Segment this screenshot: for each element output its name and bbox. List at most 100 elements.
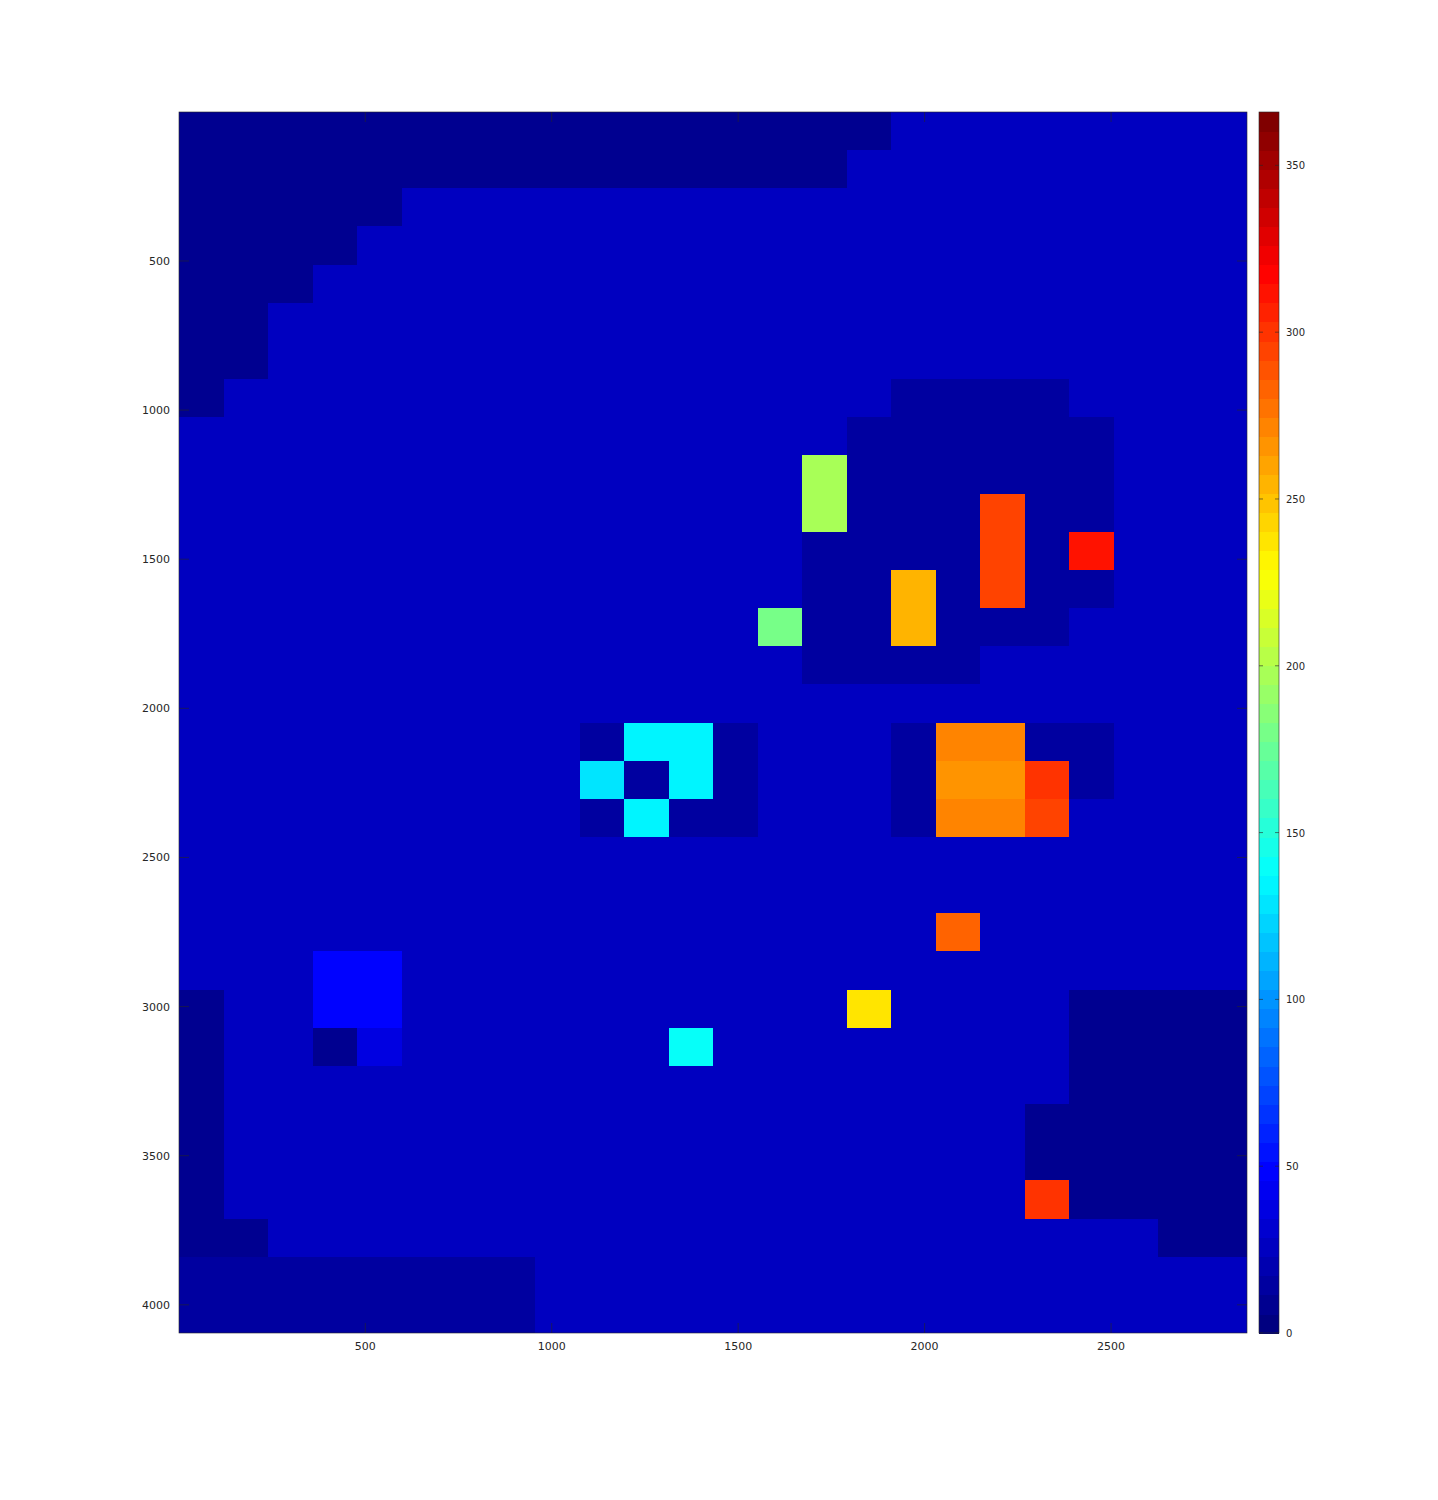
heatmap-cell: [224, 1219, 269, 1258]
heatmap-cell: [847, 1028, 892, 1067]
heatmap-cell: [491, 226, 536, 265]
heatmap-cell: [313, 990, 358, 1029]
heatmap-cell: [179, 837, 224, 876]
heatmap-cell: [491, 1180, 536, 1219]
heatmap-cell: [446, 303, 491, 342]
heatmap-cell: [1114, 990, 1159, 1029]
heatmap-cell: [268, 723, 313, 762]
heatmap-cell: [891, 1219, 936, 1258]
heatmap-cell: [1158, 951, 1203, 990]
heatmap-cell: [491, 494, 536, 533]
heatmap-cell: [491, 837, 536, 876]
colorbar-tick: [1275, 1166, 1279, 1167]
heatmap-cell: [669, 1104, 714, 1143]
heatmap-cell: [936, 1028, 981, 1067]
heatmap-cell: [936, 837, 981, 876]
heatmap-cell: [535, 913, 580, 952]
heatmap-cell: [758, 494, 803, 533]
heatmap-cell: [624, 532, 669, 571]
colorbar-band: [1259, 646, 1279, 666]
heatmap-cell: [1158, 1104, 1203, 1143]
heatmap-cell: [624, 455, 669, 494]
heatmap-cell: [179, 723, 224, 762]
heatmap-cell: [1114, 150, 1159, 189]
heatmap-cell: [713, 1142, 758, 1181]
heatmap-cell: [491, 1257, 536, 1296]
colorbar-band: [1259, 1314, 1279, 1334]
heatmap-cell: [491, 684, 536, 723]
heatmap-cell: [1069, 417, 1114, 456]
colorbar-band: [1259, 131, 1279, 151]
heatmap-cell: [224, 112, 269, 151]
heatmap-cell: [446, 1257, 491, 1296]
colorbar-band: [1259, 780, 1279, 800]
colorbar-band: [1259, 1009, 1279, 1029]
heatmap-cell: [624, 761, 669, 800]
heatmap-cell: [402, 1295, 447, 1333]
heatmap-cell: [669, 532, 714, 571]
plot-frame: [179, 112, 1247, 1333]
heatmap-cell: [713, 112, 758, 151]
heatmap-cell: [446, 913, 491, 952]
heatmap-cell: [491, 265, 536, 304]
heatmap-cell: [891, 455, 936, 494]
heatmap-cell: [446, 1104, 491, 1143]
heatmap-cell: [491, 1142, 536, 1181]
heatmap-cell: [1114, 684, 1159, 723]
heatmap-cell: [713, 494, 758, 533]
heatmap-cell: [847, 684, 892, 723]
colorbar-band: [1259, 112, 1279, 132]
heatmap-cell: [980, 684, 1025, 723]
heatmap-cell: [1203, 723, 1248, 762]
heatmap-cell: [402, 1219, 447, 1258]
heatmap-cell: [224, 150, 269, 189]
y-tick-label: 2000: [142, 702, 170, 715]
heatmap-cell: [936, 646, 981, 685]
heatmap-cell: [758, 875, 803, 914]
heatmap-cell: [669, 112, 714, 151]
heatmap-cell: [1158, 112, 1203, 151]
heatmap-cell: [357, 417, 402, 456]
heatmap-cell: [1025, 341, 1070, 380]
heatmap-cell: [402, 837, 447, 876]
heatmap-cell: [1203, 188, 1248, 227]
heatmap-cell: [1069, 913, 1114, 952]
heatmap-cell: [758, 1295, 803, 1333]
heatmap-cell: [624, 341, 669, 380]
heatmap-cell: [313, 341, 358, 380]
heatmap-cell: [847, 188, 892, 227]
heatmap-cell: [402, 1028, 447, 1067]
heatmap-cell: [1069, 494, 1114, 533]
heatmap-cell: [936, 1180, 981, 1219]
heatmap-cell: [1203, 341, 1248, 380]
heatmap-cell: [402, 265, 447, 304]
heatmap-cell: [1114, 1219, 1159, 1258]
heatmap-cell: [1158, 379, 1203, 418]
heatmap-cell: [446, 417, 491, 456]
heatmap-cell: [1069, 150, 1114, 189]
heatmap-cell: [224, 646, 269, 685]
heatmap-cell: [357, 1104, 402, 1143]
heatmap-cell: [669, 1219, 714, 1258]
colorbar-tick: [1259, 1166, 1263, 1167]
heatmap-cell: [446, 226, 491, 265]
heatmap-cell: [313, 608, 358, 647]
colorbar-tick: [1275, 832, 1279, 833]
heatmap-cell: [936, 1066, 981, 1105]
heatmap-cell: [1114, 646, 1159, 685]
heatmap-cell: [357, 951, 402, 990]
heatmap-cell: [1158, 570, 1203, 609]
heatmap-cell: [847, 455, 892, 494]
heatmap-cell: [1158, 646, 1203, 685]
colorbar-band: [1259, 532, 1279, 552]
heatmap-cell: [357, 761, 402, 800]
heatmap-cell: [491, 1295, 536, 1333]
heatmap-cell: [402, 226, 447, 265]
heatmap-cell: [446, 341, 491, 380]
heatmap-cell: [580, 608, 625, 647]
heatmap-cell: [402, 913, 447, 952]
heatmap-cell: [758, 226, 803, 265]
heatmap-cell: [446, 646, 491, 685]
heatmap-cell: [313, 1219, 358, 1258]
heatmap-cell: [224, 303, 269, 342]
